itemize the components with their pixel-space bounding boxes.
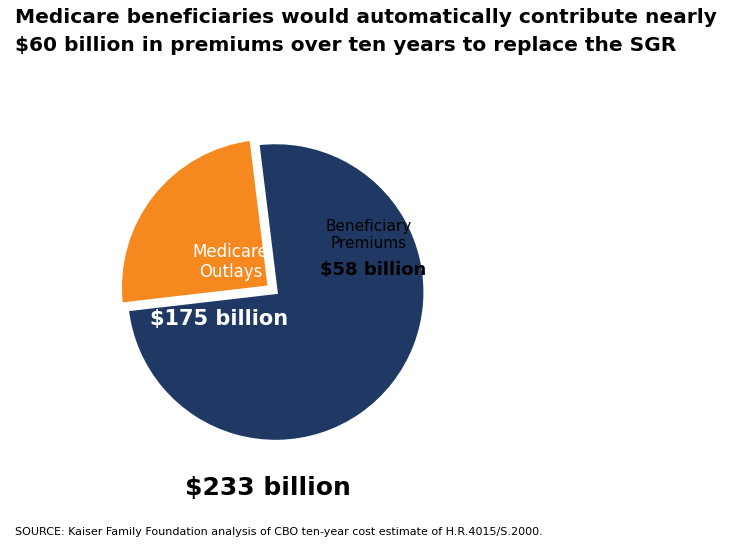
Text: Medicare beneficiaries would automatically contribute nearly: Medicare beneficiaries would automatical… [15,8,717,27]
Text: THE HENRY J.: THE HENRY J. [650,502,692,507]
Text: Medicare
Outlays: Medicare Outlays [193,242,268,282]
Text: FOUNDATION: FOUNDATION [648,534,694,541]
Text: KAISER: KAISER [650,511,692,521]
Text: $60 billion in premiums over ten years to replace the SGR: $60 billion in premiums over ten years t… [15,36,676,55]
Text: $58 billion: $58 billion [320,261,426,279]
Text: SOURCE: Kaiser Family Foundation analysis of CBO ten-year cost estimate of H.R.4: SOURCE: Kaiser Family Foundation analysi… [15,527,542,537]
Text: $233 billion: $233 billion [185,476,351,500]
Text: FAMILY: FAMILY [650,522,691,532]
Wedge shape [120,139,270,305]
Text: $175 billion: $175 billion [150,309,287,329]
Wedge shape [126,142,426,442]
Text: Beneficiary
Premiums: Beneficiary Premiums [326,219,412,251]
